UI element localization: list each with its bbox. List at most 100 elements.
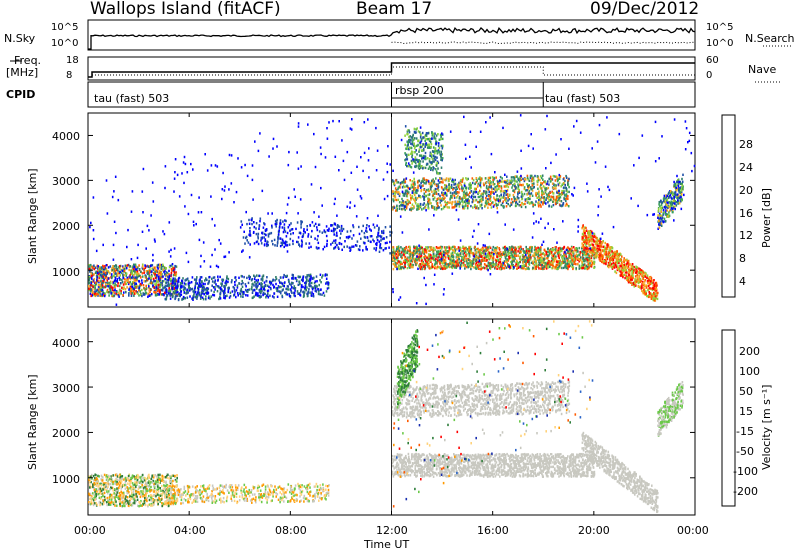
power-cell [489,176,492,179]
power-cell [280,285,282,289]
power-cell [491,258,494,262]
power-cell [469,249,471,252]
power-cell [105,283,107,286]
power-cell [554,246,557,249]
power-cell [462,258,465,262]
power-cell [287,226,290,229]
power-cell [537,249,539,252]
power-cell [135,290,137,293]
power-cell [514,175,517,178]
power-cell [299,232,302,235]
power-cell [395,256,398,259]
power-cell [490,206,493,209]
power-cell [539,253,541,257]
power-cell [158,293,160,296]
power-cell [511,250,514,253]
power-cell [561,191,563,195]
power-cell [419,196,422,199]
power-cell [196,294,199,297]
power-cell [535,200,537,203]
power-cell [517,185,520,188]
power-cell [171,281,174,284]
power-cell [134,279,137,282]
power-cell [493,183,496,186]
power-cell [531,250,533,253]
power-cell [465,177,467,180]
power-cell [482,198,484,201]
power-cell [554,260,556,263]
power-cell [162,280,165,283]
power-cell [314,165,317,169]
power-cell [524,178,527,181]
power-cell [433,192,436,195]
power-cell [414,258,417,261]
power-cell [522,183,524,187]
power-cell [220,282,222,285]
power-cell [366,224,368,227]
power-cell [414,183,416,186]
power-cell [443,197,445,200]
power-cell [253,288,256,292]
power-cell [546,257,548,260]
power-cell [532,266,534,270]
power-cell [533,258,536,261]
power-cell [141,263,144,266]
power-cell [524,259,527,262]
power-cell [537,265,539,268]
power-cell [380,235,383,238]
power-cell [394,187,397,190]
power-cell [134,272,136,275]
power-cell [408,262,410,265]
power-cell [296,290,299,293]
power-cell [511,186,513,189]
power-cell [416,204,418,207]
power-cell [236,284,239,287]
power-cell [396,247,398,251]
power-cell [183,181,185,185]
power-cell [277,236,279,240]
power-cell [109,284,111,287]
power-cell [196,297,198,300]
power-cell [300,288,302,291]
power-cell [320,288,322,291]
power-cell [535,262,538,265]
power-cell [318,283,320,287]
power-cell [492,178,494,182]
power-cell [474,182,476,186]
power-cell [446,202,448,206]
power-cell [167,283,170,286]
power-cell [530,201,532,205]
power-cell [257,235,259,238]
power-cell [231,279,233,282]
power-cell [553,265,556,269]
power-cell [564,262,567,265]
power-cell [487,261,490,264]
power-cell [88,265,90,268]
power-cell [251,178,254,182]
power-cell [366,230,368,233]
power-cell [153,238,156,241]
power-cell [132,267,135,271]
power-cell [276,289,278,292]
power-cell [165,271,167,274]
power-cell [453,186,455,190]
power-cell [503,196,506,200]
power-cell [462,250,464,253]
power-cell [480,262,482,265]
power-cell [574,259,577,262]
power-cell [482,195,484,199]
power-cell [524,189,527,192]
power-cell [515,259,518,262]
power-cell [283,284,285,288]
power-cell [217,265,220,269]
power-cell [117,198,120,202]
power-cell [403,185,406,189]
power-cell [397,256,399,259]
power-cell [281,282,284,285]
power-cell [566,266,568,270]
power-cell [400,207,403,211]
power-cell [578,258,581,262]
power-cell [217,275,219,278]
power-cell [226,275,228,278]
power-cell [553,175,556,178]
